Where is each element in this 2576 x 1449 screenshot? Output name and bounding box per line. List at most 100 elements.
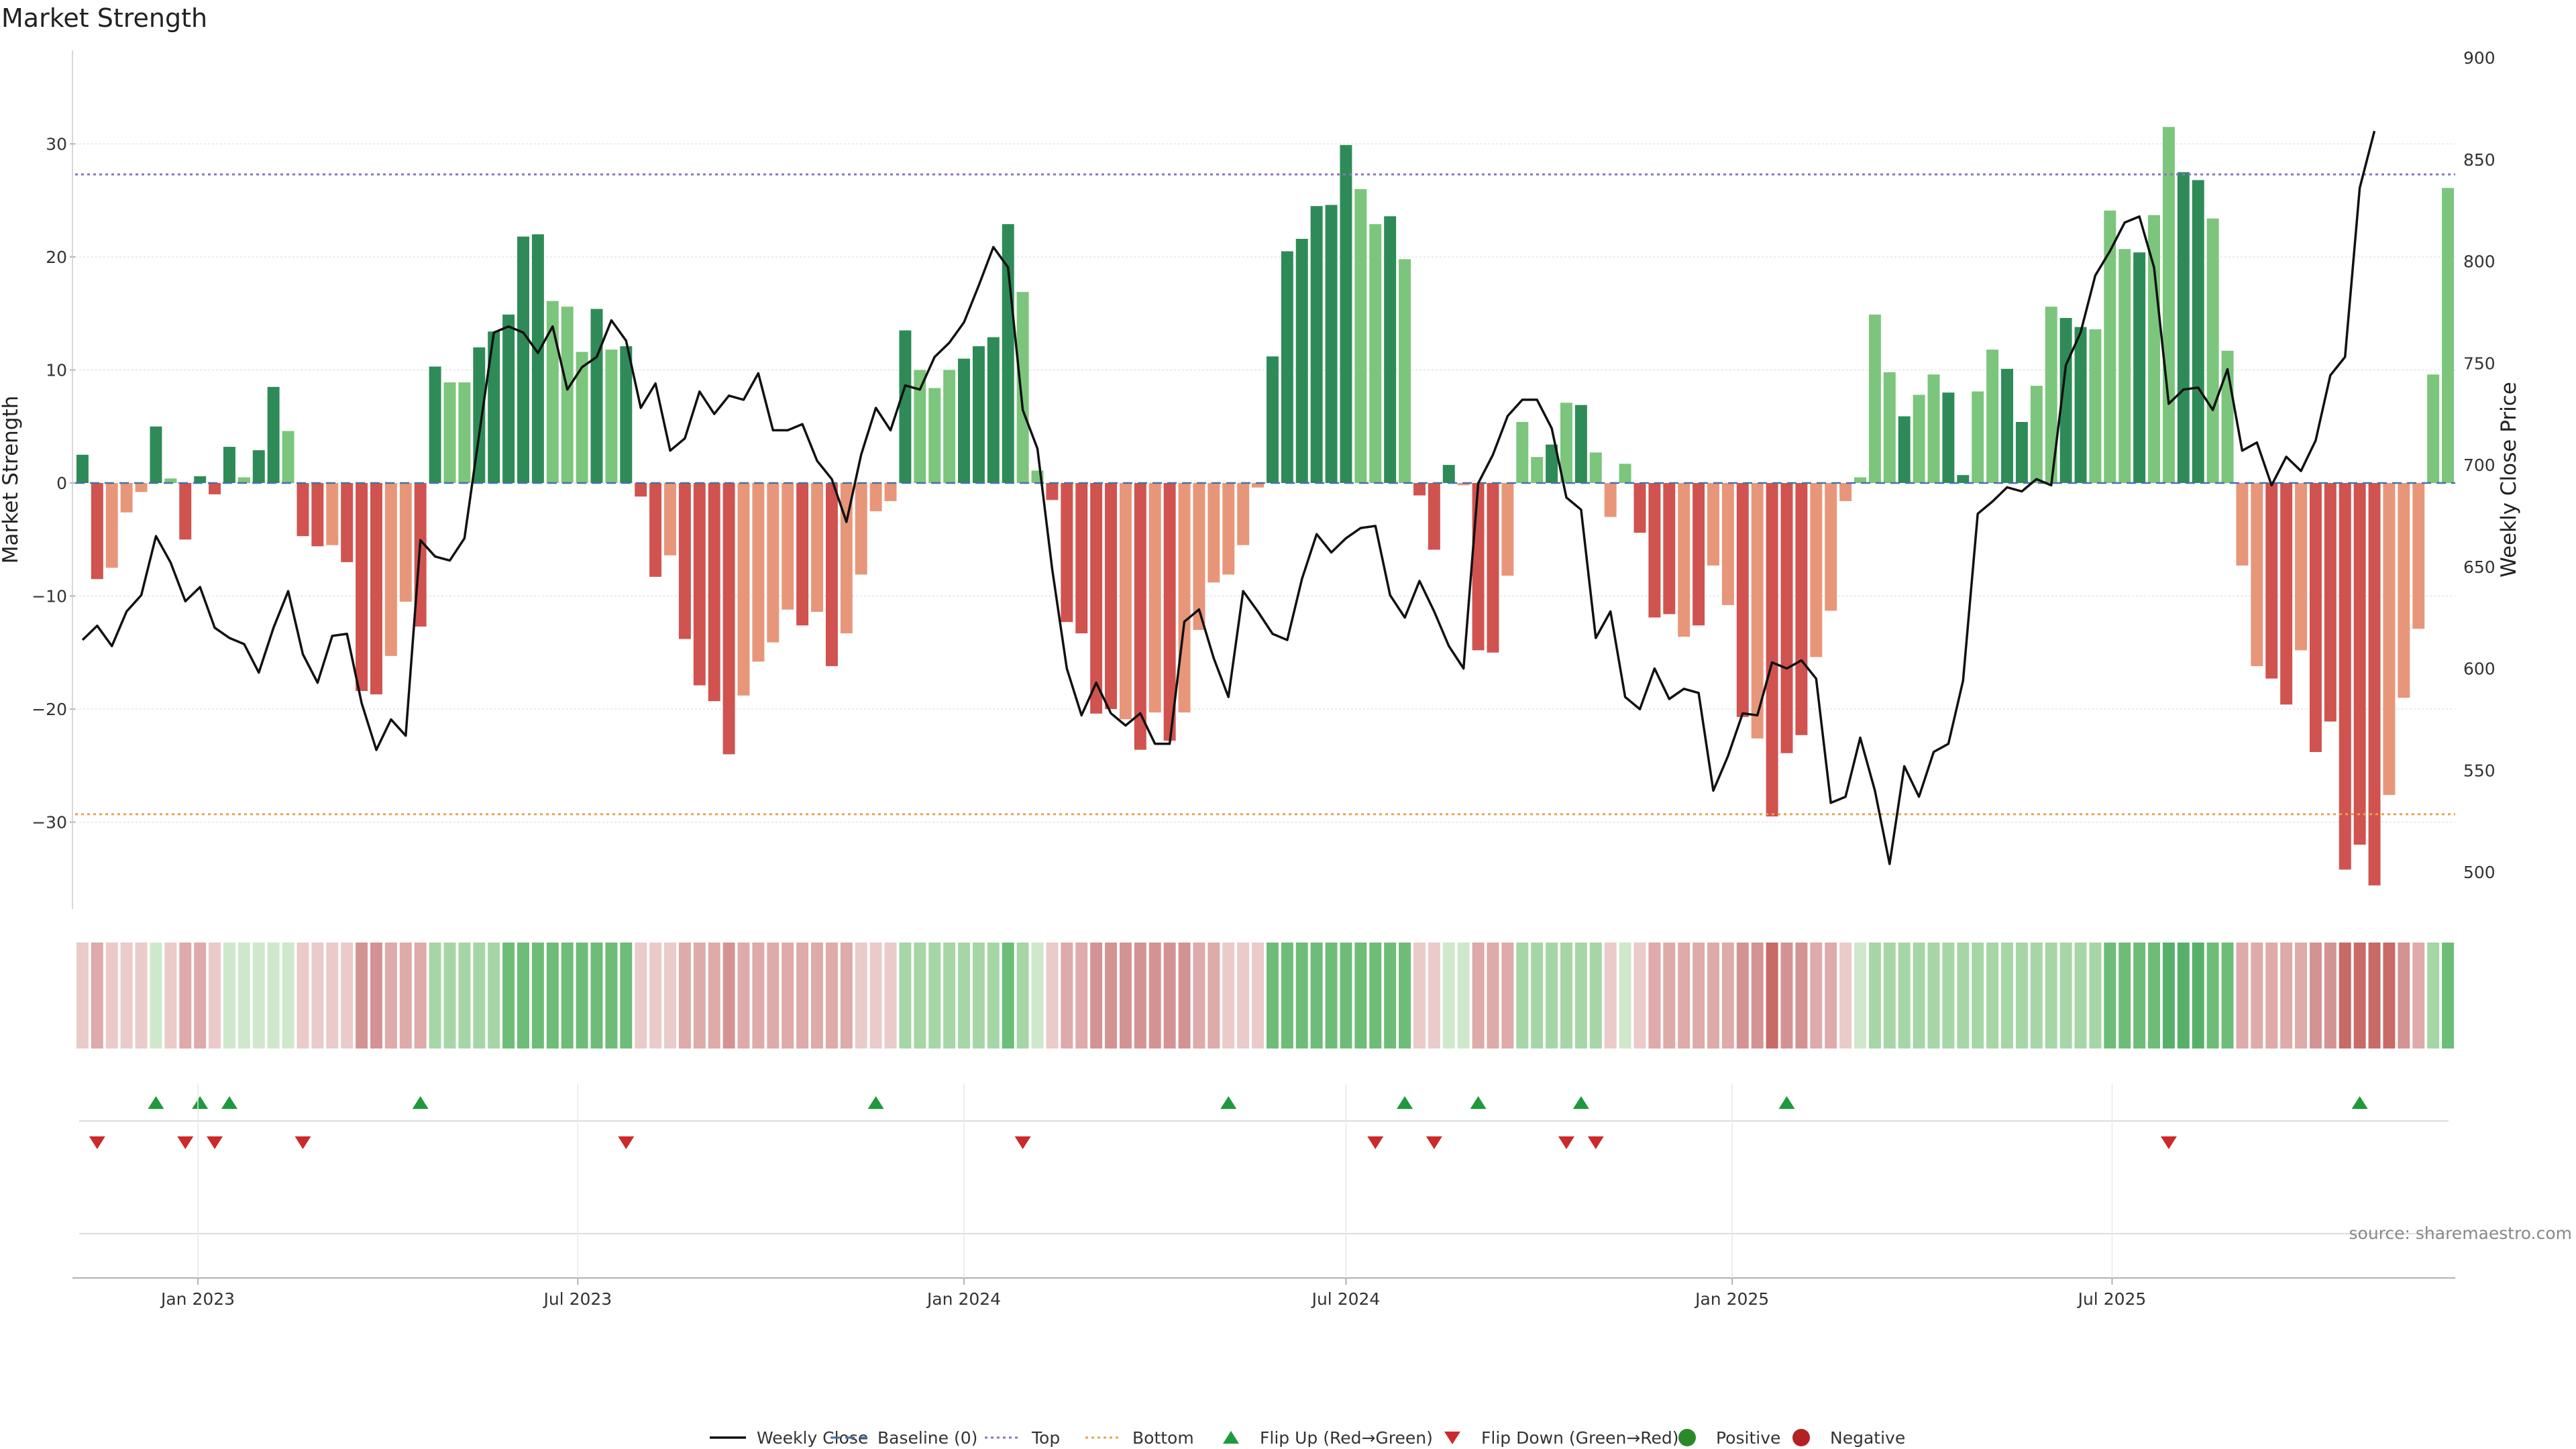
strength-bar — [2309, 483, 2322, 753]
flip-up-marker — [1572, 1096, 1589, 1109]
strip-cell — [1281, 943, 1293, 1049]
strength-bar — [928, 388, 941, 483]
strength-bar — [1574, 405, 1587, 483]
flip-down-marker — [1367, 1136, 1384, 1149]
strength-bar — [1178, 483, 1191, 713]
strength-bar — [1736, 483, 1749, 717]
strip-cell — [2059, 943, 2072, 1049]
strength-bar — [1148, 483, 1161, 713]
strength-bar — [1839, 483, 1852, 501]
strength-bar — [1868, 314, 1881, 483]
strip-cell — [1868, 943, 1881, 1049]
strip-cell — [1472, 943, 1485, 1049]
strength-bar — [311, 483, 324, 547]
strength-bar — [1369, 224, 1382, 483]
legend-item: Negative — [1792, 1428, 1905, 1448]
strength-bar — [502, 314, 515, 483]
strip-cell — [2133, 943, 2146, 1049]
strip-cell — [1693, 943, 1705, 1049]
strength-bar — [1854, 477, 1866, 483]
strip-cell — [443, 943, 456, 1049]
strip-cell — [2398, 943, 2410, 1049]
strength-bar — [2162, 127, 2175, 484]
strength-bar — [1927, 374, 1940, 483]
strip-cell — [649, 943, 662, 1049]
strength-bar — [297, 483, 309, 537]
strip-cell — [488, 943, 500, 1049]
flip-markers — [79, 1096, 2449, 1234]
strength-bar — [590, 309, 603, 483]
strip-cell — [1163, 943, 1176, 1049]
strip-cell — [1222, 943, 1235, 1049]
strip-cell — [1266, 943, 1279, 1049]
y-right-tick-label: 650 — [2463, 557, 2496, 577]
strip-cell — [1061, 943, 1073, 1049]
strip-cell — [297, 943, 309, 1049]
strength-bar — [2118, 249, 2131, 483]
flip-down-marker — [294, 1136, 311, 1149]
strength-bar — [1619, 464, 1631, 483]
strip-cell — [267, 943, 280, 1049]
strength-bar — [2045, 307, 2057, 483]
strength-bar — [796, 483, 809, 626]
strip-cell — [1428, 943, 1440, 1049]
strength-bar — [1516, 422, 1529, 483]
strip-cell — [1325, 943, 1338, 1049]
strength-bar — [282, 431, 294, 483]
strength-bar — [958, 358, 971, 483]
strength-bar — [2427, 374, 2440, 483]
strength-bar — [1252, 483, 1265, 488]
strength-bar — [1589, 452, 1602, 483]
flip-down-marker — [177, 1136, 194, 1149]
strip-cell — [91, 943, 103, 1049]
x-tick-label: Jul 2025 — [2077, 1289, 2147, 1309]
strip-cell — [1442, 943, 1455, 1049]
strength-bar — [1546, 444, 1558, 483]
strength-bar — [1061, 483, 1073, 623]
strip-cell — [1208, 943, 1220, 1049]
strip-cell — [708, 943, 720, 1049]
strip-cell — [1457, 943, 1470, 1049]
strip-cell — [899, 943, 912, 1049]
flip-down-marker — [1014, 1136, 1031, 1149]
legend-swatch-circle — [1792, 1429, 1810, 1446]
strip-cell — [1031, 943, 1044, 1049]
strength-bar — [649, 483, 662, 577]
strength-bar — [223, 447, 235, 483]
strength-bar — [2074, 327, 2087, 483]
strip-cell — [1252, 943, 1265, 1049]
strength-heat-strip — [76, 943, 2455, 1049]
strip-cell — [1384, 943, 1397, 1049]
legend-swatch-triangle-up — [1223, 1431, 1239, 1444]
strength-bar — [1428, 483, 1440, 550]
strip-cell — [1927, 943, 1940, 1049]
legend-label: Bottom — [1132, 1428, 1194, 1448]
strip-cell — [2030, 943, 2043, 1049]
strip-cell — [252, 943, 265, 1049]
strength-bar — [1442, 465, 1455, 483]
strength-bar — [76, 454, 89, 483]
strength-bar — [2368, 483, 2381, 885]
strength-bar — [2177, 172, 2190, 483]
strength-bar — [914, 370, 926, 483]
strip-cell — [1310, 943, 1323, 1049]
strength-bar — [1972, 391, 1984, 483]
y-left-tick-label: 30 — [46, 135, 67, 154]
legend-swatch-circle — [1678, 1429, 1696, 1446]
strip-cell — [1942, 943, 1955, 1049]
y-left-tick-label: 0 — [56, 474, 67, 493]
strength-bar — [267, 386, 280, 483]
strip-cell — [576, 943, 588, 1049]
strength-bar — [1193, 483, 1205, 631]
flip-up-marker — [412, 1096, 429, 1109]
strength-bar — [2030, 386, 2043, 483]
strength-bar — [1046, 483, 1059, 500]
flip-up-marker — [1397, 1096, 1413, 1109]
legend-item: Positive — [1678, 1428, 1780, 1448]
flip-up-marker — [1220, 1096, 1237, 1109]
strip-cell — [399, 943, 412, 1049]
strength-bar — [2280, 483, 2293, 705]
strength-bar — [664, 483, 676, 555]
strip-cell — [1707, 943, 1719, 1049]
